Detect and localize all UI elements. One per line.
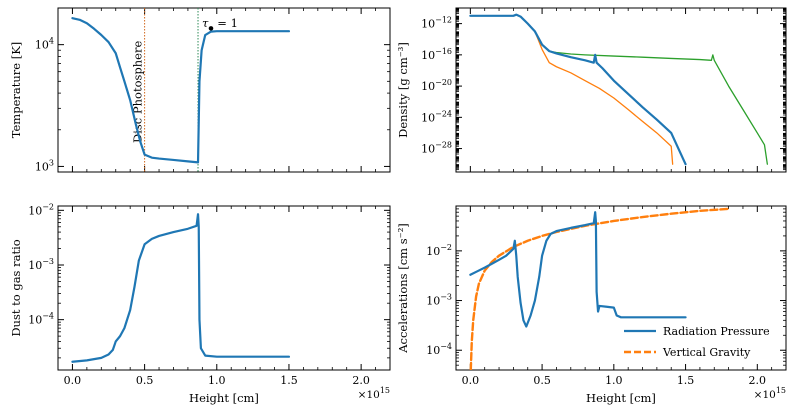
legend-label-vertical-gravity: Vertical Gravity [662,346,751,359]
temperature-y-tick-label: 104 [35,37,54,52]
density-orange-line [469,14,674,165]
accelerations-plot-frame [455,205,787,371]
dust-y-ticks: 10−4 10−3 10−2 [28,202,390,359]
density-x-ticks [469,8,787,172]
density-blue-line [469,13,687,166]
temperature-plot-frame [57,7,391,173]
density-series [469,13,768,166]
accelerations-y-label: Accelerations [cm s⁻²] [396,223,410,354]
accelerations-series [469,207,730,370]
accelerations-panel: 10−4 10−3 10−2 0.0 0.5 1.0 1.5 2.0 Acceleratio… [396,205,787,405]
dust-x-tick-label: 0.5 [136,374,154,387]
accelerations-y-tick-label: 10−2 [426,243,452,258]
temperature-line [71,17,291,164]
density-y-label: Density [g cm⁻³] [396,42,410,138]
dust-series [71,213,291,363]
density-y-tick-label: 10−12 [421,16,452,31]
density-green-line [469,14,768,165]
accelerations-y-tick-label: 10−4 [426,342,452,357]
density-y-tick-label: 10−16 [421,47,452,62]
temperature-y-label: Temperature [K] [9,42,23,139]
dust-x-tick-label: 1.0 [208,374,226,387]
radiation-pressure-line [469,211,687,328]
accelerations-x-tick-label: 2.0 [749,374,767,387]
accelerations-x-tick-label: 1.0 [605,374,623,387]
dust-y-tick-label: 10−3 [28,257,54,272]
density-panel: 10−28 10−24 10−20 10−16 10−12 Density [g cm⁻… [396,7,787,173]
accelerations-x-label: Height [cm] [586,391,656,405]
accelerations-x-tick-label: 0.5 [533,374,551,387]
dust-ratio-line [71,213,291,363]
density-y-tick-label: 10−24 [421,109,452,124]
dust-x-label: Height [cm] [189,391,259,405]
dust-plot-frame [57,205,391,371]
accelerations-sci-notation: ×1015 [754,386,786,401]
density-plot-frame [455,7,787,173]
accelerations-legend: Radiation Pressure Vertical Gravity [624,325,770,359]
accelerations-y-ticks: 10−4 10−3 10−2 [426,208,786,366]
density-y-ticks: 10−28 10−24 10−20 10−16 10−12 [421,7,786,171]
dust-y-label: Dust to gas ratio [9,239,23,336]
accelerations-x-tick-label: 0.0 [462,374,480,387]
temperature-y-tick-label: 103 [35,158,54,173]
dust-x-tick-label: 1.5 [280,374,298,387]
dust-x-tick-label: 2.0 [352,374,370,387]
dust-y-tick-label: 10−2 [28,202,54,217]
legend-label-radiation-pressure: Radiation Pressure [663,325,770,338]
temperature-x-ticks [71,8,391,172]
accelerations-x-tick-label: 1.5 [677,374,695,387]
dust-x-ticks: 0.0 0.5 1.0 1.5 2.0 [64,206,391,387]
accelerations-x-ticks: 0.0 0.5 1.0 1.5 2.0 [462,206,787,387]
vertical-gravity-line [469,207,730,370]
density-y-tick-label: 10−28 [421,141,452,156]
dust-panel: 10−4 10−3 10−2 0.0 0.5 1.0 1.5 2.0 Dust to gas… [9,202,391,405]
accelerations-y-tick-label: 10−3 [426,293,452,308]
dust-sci-notation: ×1015 [358,386,390,401]
dust-y-tick-label: 10−4 [28,312,54,327]
density-y-tick-label: 10−20 [421,78,452,93]
dust-x-tick-label: 0.0 [64,374,82,387]
temperature-y-ticks: 103 104 [35,37,390,173]
tau-label: τ● = 1 [202,16,238,32]
temperature-series [71,17,291,164]
